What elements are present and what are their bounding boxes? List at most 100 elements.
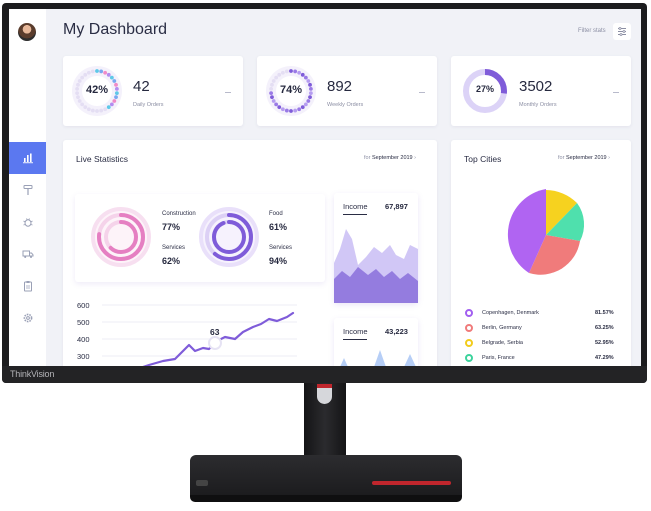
progress-dot <box>76 95 80 100</box>
sidebar-item-paint[interactable] <box>9 174 46 206</box>
bar-chart-icon <box>22 153 33 164</box>
city-pct-berlin: 63.25% <box>595 325 614 331</box>
construction-value: 77% <box>162 222 181 232</box>
y-tick-600: 600 <box>77 301 90 310</box>
progress-dot <box>293 108 298 113</box>
clipboard-icon <box>23 281 32 292</box>
progress-dot <box>86 107 91 112</box>
progress-dot <box>95 109 99 113</box>
progress-dot <box>306 79 311 83</box>
daily-orders-value: 42 <box>133 78 150 95</box>
chevron-right-icon: › <box>414 155 416 161</box>
progress-dot <box>114 91 119 95</box>
pie-slice-copenhagen <box>507 189 546 273</box>
city-name-copenhagen: Copenhagen, Denmark <box>482 310 539 316</box>
monitor-stand-base <box>190 455 462 501</box>
bug-icon <box>22 218 33 227</box>
progress-dot <box>114 87 119 91</box>
progress-dot <box>99 108 104 113</box>
progress-dot <box>308 82 312 87</box>
progress-dot <box>280 70 285 75</box>
city-name-paris: Paris, France <box>482 355 515 361</box>
daily-dot-ring <box>72 66 122 116</box>
city-name-belgrade: Belgrade, Serbia <box>482 340 523 346</box>
weekly-dash <box>419 92 425 93</box>
live-period-select[interactable]: for September 2019 › <box>364 155 416 161</box>
stat-card-weekly: 74% 892 Weekly Orders <box>257 56 437 126</box>
sidebar <box>9 9 46 367</box>
page-title: My Dashboard <box>63 21 168 38</box>
chevron-right-icon: › <box>608 155 610 161</box>
construction-label: Construction <box>162 211 196 217</box>
progress-dot <box>306 99 311 103</box>
city-pct-paris: 47.29% <box>595 355 614 361</box>
services-a-value: 62% <box>162 256 181 266</box>
progress-dot <box>114 82 118 87</box>
progress-dot <box>300 72 305 77</box>
sidebar-item-delivery[interactable] <box>9 238 46 270</box>
filter-stats-label[interactable]: Filter stats <box>578 28 606 34</box>
progress-dot <box>103 70 108 75</box>
peak-point[interactable] <box>208 336 222 350</box>
weekly-orders-value: 892 <box>327 78 353 95</box>
monthly-ring-percent: 27% <box>475 84 494 94</box>
base-red-accent <box>372 481 451 485</box>
income-1-label: Income <box>343 202 368 211</box>
progress-dot <box>277 105 282 110</box>
gear-icon <box>23 313 32 323</box>
paint-roller-icon <box>23 185 32 195</box>
income-2-label: Income <box>343 327 368 336</box>
progress-dot <box>90 69 95 74</box>
progress-dot <box>274 75 279 80</box>
progress-dot <box>271 79 276 83</box>
progress-dot <box>99 69 104 74</box>
live-period-prefix: for <box>364 155 371 161</box>
progress-dot <box>303 102 308 107</box>
progress-dot <box>83 105 88 110</box>
sidebar-item-bugs[interactable] <box>9 206 46 238</box>
services-b-label: Services <box>269 245 293 251</box>
monthly-progress-arc <box>463 69 507 113</box>
monthly-dash <box>613 92 619 93</box>
progress-dot <box>284 108 289 113</box>
cities-period-select[interactable]: for September 2019 › <box>558 155 610 161</box>
progress-dot <box>75 91 80 95</box>
progress-dot <box>289 69 293 73</box>
orders-line-chart <box>102 304 297 367</box>
progress-dot <box>274 102 279 107</box>
stand-red-accent <box>317 384 332 388</box>
income-1-underline <box>343 214 367 215</box>
food-radial <box>199 207 259 267</box>
services-b-value: 94% <box>269 256 288 266</box>
top-cities-title: Top Cities <box>464 154 502 164</box>
progress-dot <box>270 95 274 100</box>
weekly-dot-ring <box>266 66 316 116</box>
monthly-orders-label: Monthly Orders <box>519 102 557 108</box>
live-period-value: September 2019 <box>371 155 413 161</box>
cities-pie-chart <box>507 189 585 275</box>
sidebar-item-settings[interactable] <box>9 302 46 334</box>
peak-value-label: 63 <box>210 327 220 337</box>
pie-slice-berlin <box>529 235 580 275</box>
income-card-2 <box>334 318 418 367</box>
progress-dot <box>86 70 91 75</box>
progress-dot <box>106 105 111 110</box>
sidebar-item-reports[interactable] <box>9 270 46 302</box>
progress-dot <box>271 99 276 103</box>
weekly-ring-percent: 74% <box>279 84 303 96</box>
progress-dot <box>83 72 88 77</box>
progress-dot <box>308 87 313 91</box>
avatar[interactable] <box>18 23 36 41</box>
progress-dot <box>269 91 274 95</box>
income-1-value: 67,897 <box>385 202 408 211</box>
sidebar-item-stats[interactable] <box>9 142 46 174</box>
progress-dot <box>109 75 114 80</box>
progress-dot <box>308 91 313 95</box>
progress-dot <box>284 69 289 74</box>
progress-dot <box>112 99 117 103</box>
filter-button[interactable] <box>613 23 631 40</box>
progress-dot <box>77 79 82 83</box>
income-2-area-chart <box>340 350 416 367</box>
cities-period-value: September 2019 <box>565 155 607 161</box>
